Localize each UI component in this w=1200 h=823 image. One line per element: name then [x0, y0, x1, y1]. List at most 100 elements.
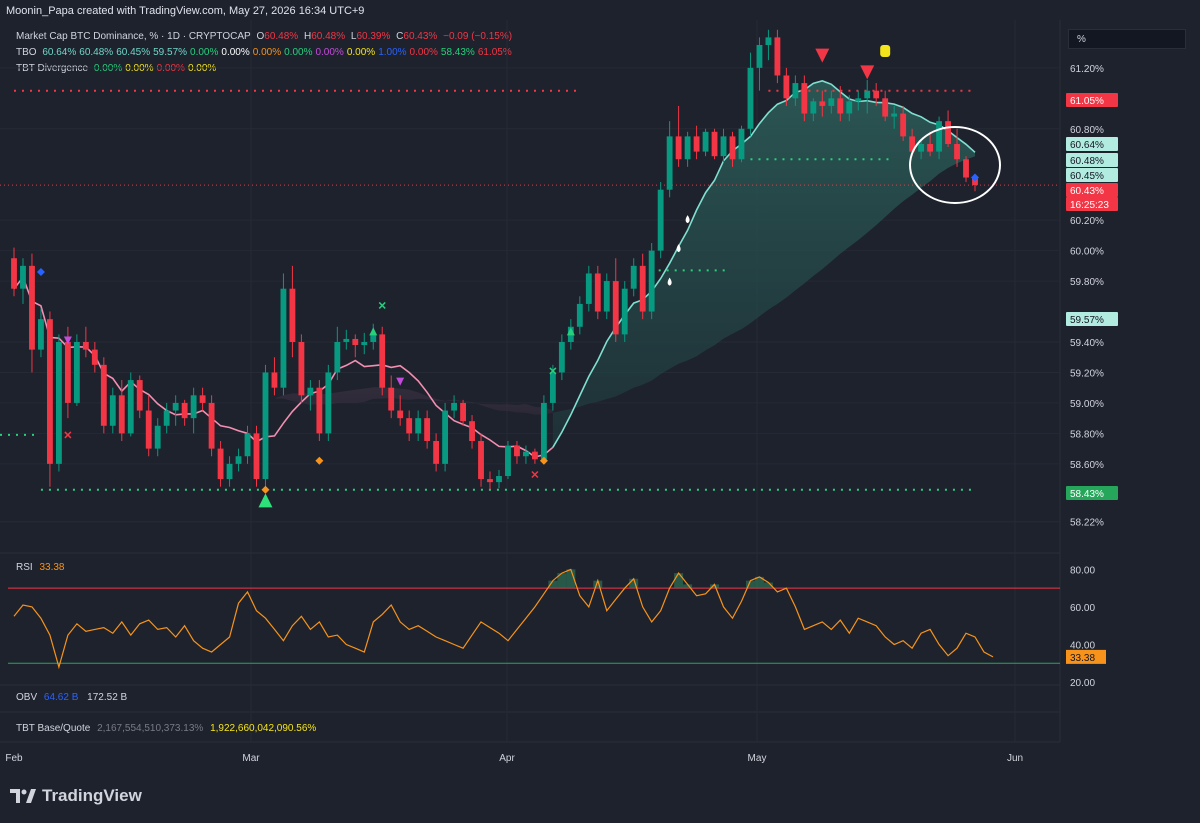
rsi-line[interactable] — [13, 568, 994, 670]
candle-body[interactable] — [523, 451, 529, 457]
candle-body[interactable] — [702, 131, 709, 152]
candles[interactable] — [11, 29, 978, 490]
candle-body[interactable] — [127, 380, 134, 434]
candle-body[interactable] — [406, 418, 413, 434]
candle-body[interactable] — [469, 421, 475, 441]
candle-body[interactable] — [792, 83, 799, 99]
candle-body[interactable] — [478, 441, 484, 480]
candle-body[interactable] — [199, 395, 206, 403]
candle-body[interactable] — [603, 281, 610, 312]
candle-body[interactable] — [307, 387, 314, 396]
candle-body[interactable] — [765, 37, 772, 45]
candle-body[interactable] — [855, 98, 862, 102]
candle-body[interactable] — [73, 342, 80, 403]
candle-body[interactable] — [675, 136, 682, 160]
candle-body[interactable] — [720, 136, 727, 157]
candle-body[interactable] — [630, 265, 637, 289]
candle-body[interactable] — [163, 410, 170, 426]
candle-body[interactable] — [343, 338, 350, 342]
circle-annotation[interactable] — [909, 126, 1001, 204]
candle-body[interactable] — [549, 372, 556, 403]
candle-body[interactable] — [298, 342, 305, 396]
price-tag[interactable]: 60.64% — [1066, 137, 1118, 151]
candle-body[interactable] — [711, 131, 718, 157]
candle-body[interactable] — [783, 75, 790, 99]
candle-body[interactable] — [639, 265, 646, 312]
candle-body[interactable] — [540, 402, 547, 460]
obv-legend[interactable]: OBV 64.62 B 172.52 B — [16, 692, 127, 703]
candle-body[interactable] — [289, 288, 296, 342]
candle-body[interactable] — [936, 121, 942, 152]
candle-body[interactable] — [846, 101, 853, 114]
candle-body[interactable] — [154, 425, 161, 449]
candle-body[interactable] — [873, 90, 880, 99]
candle-body[interactable] — [55, 342, 62, 464]
candle-body[interactable] — [262, 372, 269, 480]
candle-body[interactable] — [505, 445, 511, 477]
candle-body[interactable] — [729, 136, 736, 160]
candle-body[interactable] — [828, 98, 835, 106]
candle-body[interactable] — [271, 372, 278, 388]
candle-body[interactable] — [91, 349, 98, 365]
candle-body[interactable] — [514, 445, 520, 457]
candle-body[interactable] — [451, 402, 458, 411]
candle-body[interactable] — [361, 342, 368, 346]
candle-body[interactable] — [819, 101, 826, 106]
candle-body[interactable] — [370, 334, 377, 342]
time-axis[interactable]: Feb Mar Apr May Jun — [5, 753, 1023, 764]
candle-body[interactable] — [136, 380, 143, 411]
candle-body[interactable] — [693, 136, 700, 152]
candle-body[interactable] — [738, 128, 745, 160]
candle-body[interactable] — [864, 90, 871, 99]
candle-body[interactable] — [496, 476, 502, 483]
candle-body[interactable] — [891, 113, 898, 117]
candle-body[interactable] — [900, 113, 907, 137]
tbt-divergence-legend[interactable]: TBT Divergence 0.00% 0.00% 0.00% 0.00% — [16, 63, 222, 74]
main-legend[interactable]: Market Cap BTC Dominance, % · 1D · CRYPT… — [16, 31, 515, 42]
candle-body[interactable] — [109, 395, 116, 426]
candle-body[interactable] — [460, 402, 466, 422]
candle-body[interactable] — [774, 37, 781, 76]
price-tag[interactable]: 16:25:23 — [1066, 197, 1118, 211]
candle-body[interactable] — [747, 67, 754, 129]
candle-body[interactable] — [684, 136, 691, 160]
price-tag[interactable]: 58.43% — [1066, 486, 1118, 500]
candle-body[interactable] — [397, 410, 404, 419]
candle-body[interactable] — [666, 136, 673, 190]
candle-body[interactable] — [487, 479, 493, 483]
candle-body[interactable] — [388, 387, 395, 411]
candle-body[interactable] — [11, 258, 17, 289]
candle-body[interactable] — [181, 402, 188, 419]
candle-body[interactable] — [244, 433, 251, 457]
candle-body[interactable] — [963, 159, 969, 178]
candle-body[interactable] — [118, 395, 125, 434]
candle-body[interactable] — [100, 364, 107, 426]
candle-body[interactable] — [594, 273, 601, 312]
scale-percent-button[interactable]: % — [1068, 29, 1186, 49]
rsi-legend[interactable]: RSI 33.38 — [16, 562, 64, 573]
candle-body[interactable] — [657, 189, 664, 251]
candle-body[interactable] — [172, 402, 179, 411]
candle-body[interactable] — [576, 303, 583, 327]
candle-body[interactable] — [325, 372, 332, 434]
candle-body[interactable] — [316, 387, 323, 434]
candle-body[interactable] — [558, 342, 565, 373]
candle-body[interactable] — [801, 83, 808, 114]
candle-body[interactable] — [415, 418, 422, 434]
candle-body[interactable] — [433, 441, 440, 464]
price-tag[interactable]: 61.05% — [1066, 93, 1118, 107]
candle-body[interactable] — [442, 410, 449, 464]
candle-body[interactable] — [226, 463, 233, 480]
candle-body[interactable] — [909, 136, 916, 152]
price-axis[interactable]: 61.20% 60.80% 60.20% 60.00% 59.80% 59.40% 59.2… — [1066, 64, 1118, 529]
candle-body[interactable] — [585, 273, 592, 304]
candle-body[interactable] — [882, 98, 889, 117]
candle-body[interactable] — [621, 288, 628, 335]
tbo-legend[interactable]: TBO 60.64% 60.48% 60.45% 59.57% 0.00% 0.00% 0.… — [16, 47, 518, 58]
candle-body[interactable] — [756, 45, 763, 68]
candle-body[interactable] — [424, 418, 431, 441]
candle-body[interactable] — [190, 395, 197, 419]
candle-body[interactable] — [837, 98, 844, 114]
candle-body[interactable] — [145, 410, 152, 449]
